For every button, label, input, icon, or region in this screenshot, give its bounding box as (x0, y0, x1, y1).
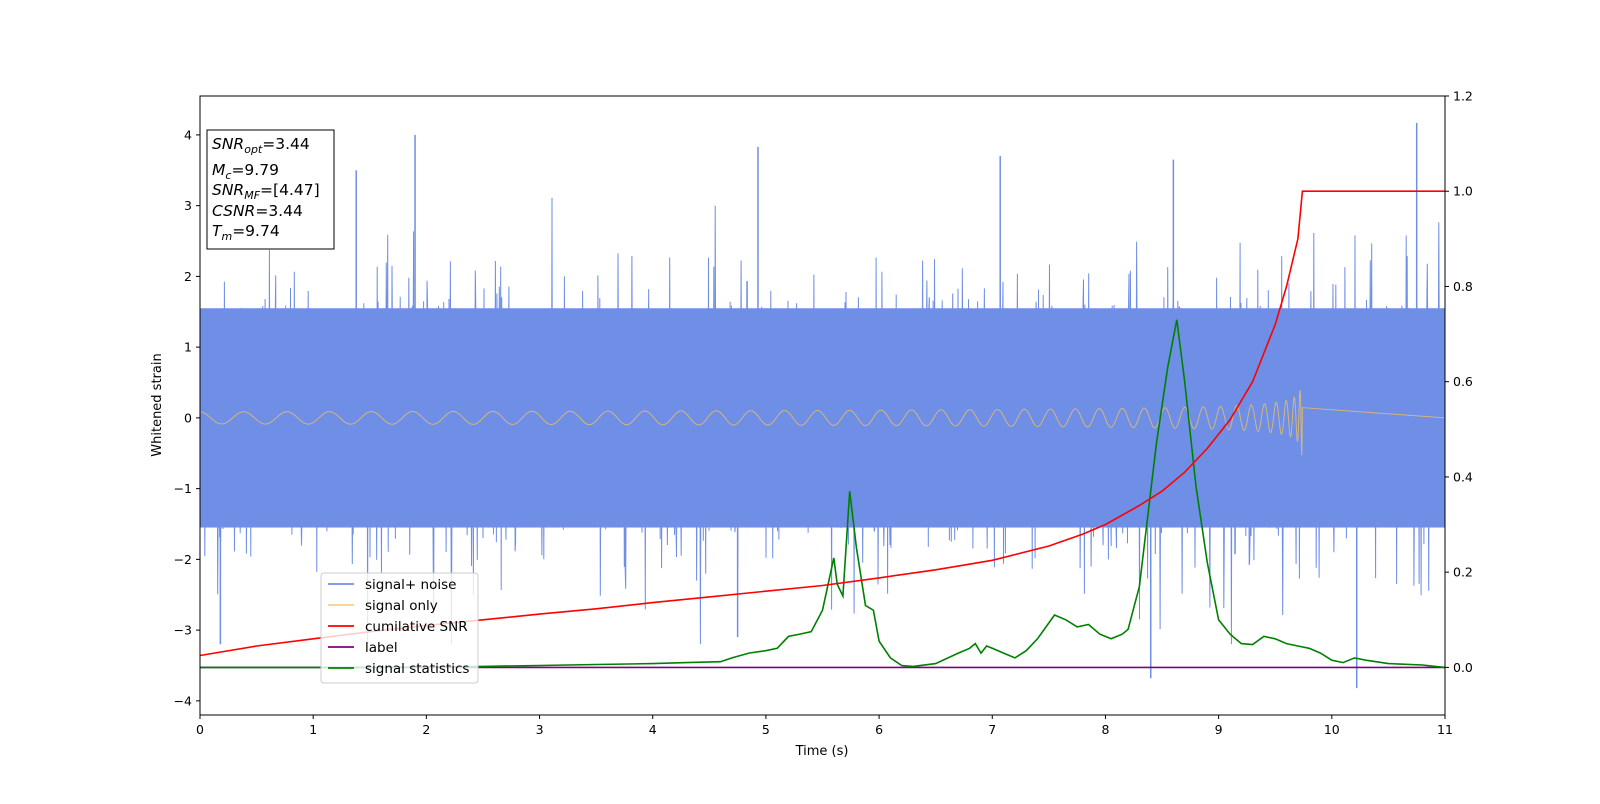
annotation-frame (206, 129, 335, 250)
annotation-value: =[4.47] (260, 181, 320, 199)
y-right-tick-label: 0.0 (1453, 660, 1473, 675)
annotation-symbol: M (212, 161, 225, 179)
y-left-tick-label: 4 (184, 127, 192, 142)
annotation-value: =3.44 (262, 135, 310, 153)
x-tick-label: 9 (1215, 722, 1223, 737)
x-tick-label: 8 (1101, 722, 1109, 737)
y-left-tick-label: 0 (184, 410, 192, 425)
legend: signal+ noise signal only cumilative SNR la… (320, 572, 479, 684)
plot-frame (199, 95, 1446, 716)
annotation-line: SNRopt=3.44 (212, 135, 310, 156)
y-right-tick-label: 1.0 (1453, 184, 1473, 199)
legend-label: signal statistics (365, 661, 469, 677)
annotation-line: CSNR=3.44 (212, 202, 303, 220)
annotation-symbol: SNR (212, 135, 244, 153)
y-left-axis-ticks: −4 −3 −2 −1 0 1 2 3 4 (174, 127, 200, 708)
annotation-subscript: m (221, 230, 232, 243)
noise-band (200, 308, 1445, 528)
legend-label: signal only (365, 598, 438, 614)
annotation-subscript: c (225, 169, 231, 182)
annotation-symbol: T (212, 222, 223, 240)
series-line-signal-statistics (200, 319, 1445, 669)
y-right-tick-label: 0.4 (1453, 469, 1473, 484)
annotation-value: =9.74 (232, 222, 280, 240)
legend-frame (320, 572, 479, 684)
legend-label: signal+ noise (365, 577, 456, 593)
y-left-tick-label: −2 (174, 552, 192, 567)
y-right-tick-label: 0.8 (1453, 279, 1473, 294)
y-right-tick-label: 0.2 (1453, 565, 1473, 580)
signal-trace (200, 389, 1445, 456)
x-axis-ticks: 0 1 2 3 4 5 6 7 8 9 10 11 (196, 715, 1453, 737)
x-tick-label: 1 (309, 722, 317, 737)
x-tick-label: 4 (649, 722, 657, 737)
x-tick-label: 0 (196, 722, 204, 737)
x-axis-label: Time (s) (795, 744, 849, 759)
y-left-tick-label: −4 (174, 693, 192, 708)
y-left-tick-label: 2 (184, 269, 192, 284)
annotation-symbol: CSNR (212, 202, 255, 220)
legend-label: label (365, 640, 398, 656)
x-tick-label: 10 (1324, 722, 1340, 737)
x-tick-label: 11 (1437, 722, 1453, 737)
annotation-line: Mc=9.79 (212, 161, 279, 182)
x-tick-label: 7 (988, 722, 996, 737)
series-signal-only (200, 389, 1445, 456)
y-left-tick-label: 1 (184, 340, 192, 355)
annotation-value: =9.79 (231, 161, 279, 179)
x-tick-label: 2 (422, 722, 430, 737)
y-left-tick-label: −3 (174, 623, 192, 638)
y-left-tick-label: −1 (174, 481, 192, 496)
y-axis-label: Whitened strain (150, 353, 165, 456)
annotation-subscript: opt (244, 143, 263, 156)
y-right-tick-label: 1.2 (1453, 89, 1473, 104)
annotation-value: =3.44 (255, 202, 303, 220)
x-tick-label: 3 (536, 722, 544, 737)
annotation-line: Tm=9.74 (212, 222, 280, 243)
annotation-box: SNRopt=3.44Mc=9.79SNRMF=[4.47]CSNR=3.44T… (206, 129, 335, 250)
y-left-tick-label: 3 (184, 198, 192, 213)
annotation-subscript: MF (244, 189, 260, 202)
y-right-axis-ticks: 0.0 0.2 0.4 0.6 0.8 1.0 1.2 (1445, 89, 1473, 675)
legend-label: cumilative SNR (365, 619, 468, 635)
x-tick-label: 6 (875, 722, 883, 737)
series-signal-noise (200, 122, 1445, 689)
annotation-line: SNRMF=[4.47] (212, 181, 320, 202)
annotation-symbol: SNR (212, 181, 244, 199)
y-right-tick-label: 0.6 (1453, 374, 1473, 389)
x-tick-label: 5 (762, 722, 770, 737)
